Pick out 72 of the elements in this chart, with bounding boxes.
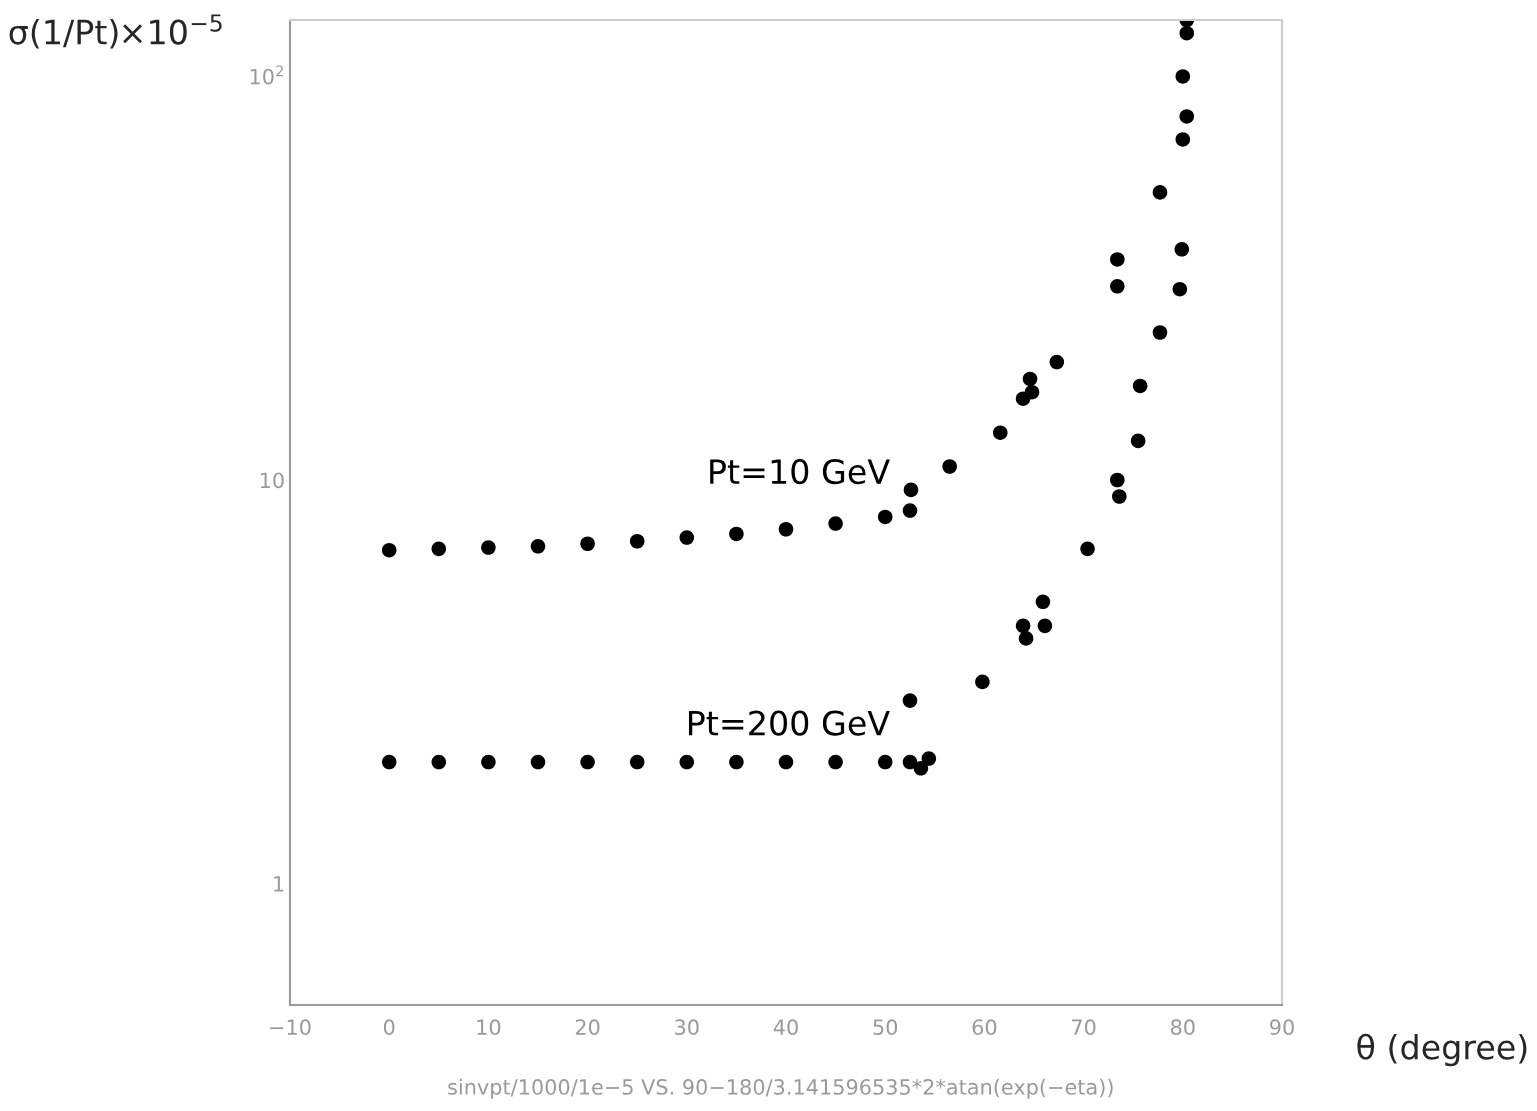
point: [1112, 489, 1127, 504]
text: sinvpt/1000/1e−5 VS. 90−180/3.141596535*2*atan(exp(−eta)): [448, 1078, 1113, 1099]
point: [828, 754, 843, 770]
point: [1035, 594, 1051, 610]
point: [902, 754, 918, 770]
point: [629, 754, 645, 770]
series-label: Pt=200 GeV: [688, 710, 890, 736]
x-axis-title: θ (degree): [1357, 1033, 1527, 1067]
point: [1152, 325, 1168, 340]
y-tick-label: 1: [274, 876, 284, 892]
point: [1172, 281, 1188, 297]
point: [778, 521, 794, 537]
x-tick-label: 80: [1170, 1019, 1195, 1036]
point: [942, 459, 957, 474]
point: [580, 536, 595, 552]
point: [729, 526, 744, 542]
point: [1024, 384, 1040, 400]
y-tick-label: 10$^{2}$: [250, 65, 283, 85]
point: [1110, 279, 1125, 294]
point: [913, 761, 929, 776]
point: [1110, 472, 1125, 488]
point: [975, 674, 990, 690]
series-label: Pt=10 GeV: [710, 459, 890, 485]
point: [481, 754, 496, 770]
x-tick-label: 20: [575, 1019, 600, 1036]
x-tick-label: 50: [873, 1019, 898, 1036]
point: [877, 509, 893, 525]
point: [902, 503, 918, 518]
point: [679, 530, 695, 545]
x-tick-label: 70: [1072, 1019, 1096, 1036]
point: [1080, 541, 1095, 557]
point: [992, 425, 1008, 440]
point: [828, 516, 843, 531]
x-tick-label: 30: [675, 1019, 699, 1036]
point: [902, 693, 918, 708]
point: [1015, 618, 1031, 634]
point: [431, 541, 447, 557]
point: [903, 482, 919, 498]
point: [1018, 631, 1034, 646]
y-axis-title: σ(1/Pt)×10$^{−5}$: [9, 14, 222, 49]
point: [1174, 241, 1190, 257]
point: [530, 754, 546, 770]
point: [481, 540, 496, 555]
point: [729, 754, 744, 770]
point: [381, 754, 397, 770]
point: [1049, 354, 1065, 370]
point: [1130, 433, 1146, 449]
x-tick-label: 60: [972, 1019, 997, 1036]
point: [1152, 185, 1168, 200]
point: [1132, 378, 1148, 394]
point: [877, 754, 893, 770]
x-tick-label: 40: [773, 1019, 798, 1036]
point: [530, 539, 546, 554]
point: [679, 754, 695, 770]
x-tick-label: 90: [1270, 1019, 1294, 1036]
x-tick-label: 0: [383, 1019, 395, 1036]
point: [1175, 69, 1191, 84]
point: [580, 754, 595, 770]
point: [381, 542, 397, 558]
point: [629, 533, 645, 549]
point: [1179, 109, 1195, 124]
point: [431, 754, 447, 770]
point: [921, 751, 937, 766]
x-tick-label: 10: [477, 1019, 501, 1036]
point: [1037, 618, 1053, 634]
point: [1110, 252, 1125, 267]
point: [1179, 25, 1195, 41]
point: [778, 754, 794, 770]
y-tick-label: 10: [260, 472, 284, 489]
point: [1175, 132, 1191, 147]
point: [1022, 371, 1038, 387]
x-tick-label: −10: [270, 1019, 311, 1036]
